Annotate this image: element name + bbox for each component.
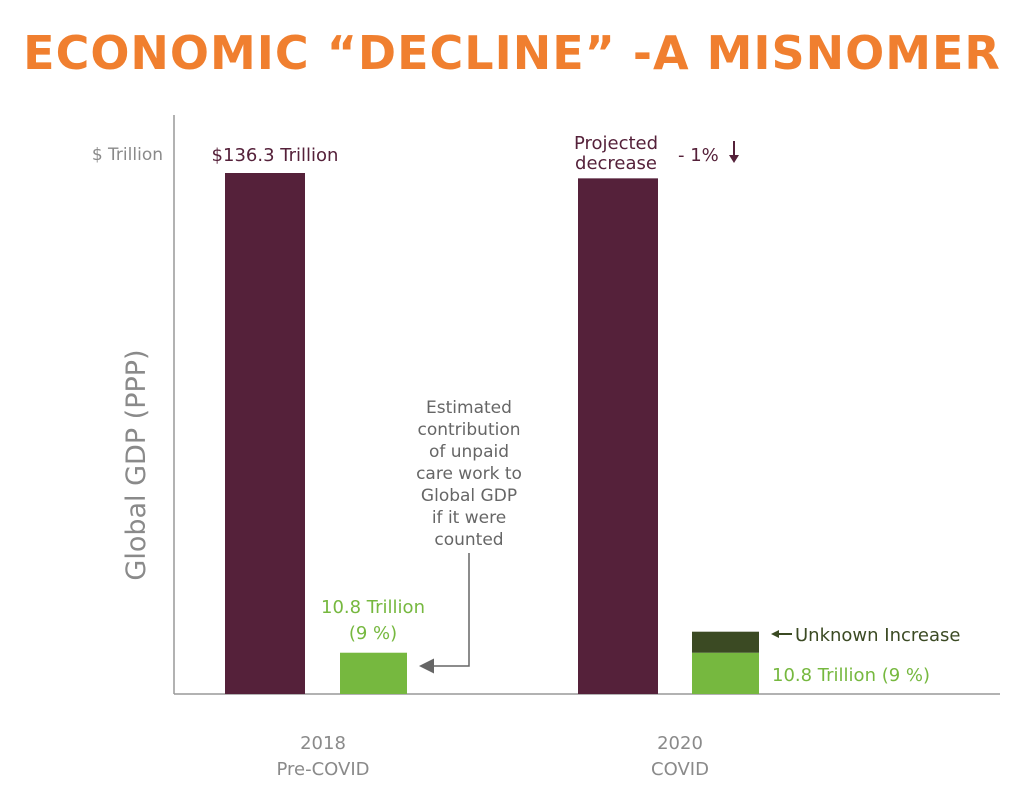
data-label-care-2018-pct: (9 %) (349, 623, 397, 644)
data-label-unknown-2020: Unknown Increase (795, 625, 960, 646)
bar-care-2020 (692, 652, 759, 694)
y-unit-label: $ Trillion (92, 145, 163, 165)
projected-label-line1: Projected (574, 133, 658, 154)
bar-unknown-2020 (692, 631, 759, 653)
x-tick-year-2018: 2018 (300, 733, 346, 754)
care-note-line-3: of unpaid (429, 442, 509, 462)
x-tick-label-2020: COVID (651, 759, 709, 780)
care-note-line-5: Global GDP (421, 486, 517, 506)
care-note-line-7: counted (434, 530, 503, 550)
care-note-line-4: care work to (416, 464, 522, 484)
bar-care-2018 (340, 652, 407, 694)
data-label-gdp-2018: $136.3 Trillion (212, 145, 339, 166)
bar-gdp-2018 (225, 173, 305, 694)
care-note-line-1: Estimated (426, 398, 512, 418)
projected-change-label: - 1% (678, 145, 719, 166)
chart-title: ECONOMIC “DECLINE” -A MISNOMER (23, 26, 1001, 80)
projected-label-line2: decrease (575, 153, 657, 174)
care-note-line-6: if it were (432, 508, 506, 528)
bar-gdp-2020 (578, 178, 658, 694)
y-axis-label: Global GDP (PPP) (121, 349, 152, 580)
x-tick-label-2018: Pre-COVID (276, 759, 369, 780)
x-tick-year-2020: 2020 (657, 733, 703, 754)
unknown-arrow-head-icon (771, 630, 779, 638)
data-label-care-2020: 10.8 Trillion (9 %) (772, 665, 930, 686)
data-label-care-2018: 10.8 Trillion (321, 597, 425, 618)
care-note-line-2: contribution (417, 420, 520, 440)
care-note-connector (419, 553, 470, 674)
down-arrow-icon (729, 155, 739, 163)
